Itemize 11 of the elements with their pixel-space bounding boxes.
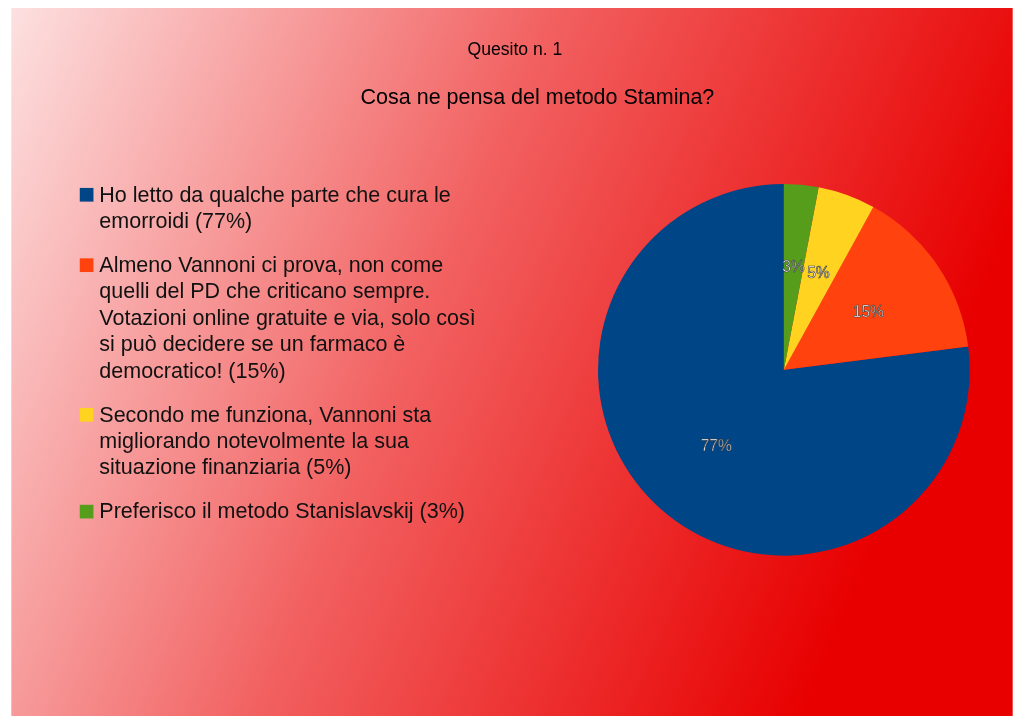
data-label: 77% <box>700 436 733 454</box>
legend-label: Preferisco il metodo Stanislavskij (3%) <box>99 499 465 524</box>
chart-title: Quesito n. 1 <box>467 38 563 59</box>
pie-slice <box>783 207 969 370</box>
pie-slice <box>598 184 970 556</box>
data-label: 15% <box>852 302 885 320</box>
data-label: 5% <box>807 263 830 281</box>
legend-label: Ho letto da qualche parte che cura le emorroidi (77%) <box>99 182 451 234</box>
legend-label: Secondo me funziona, Vannoni sta migliorando notevolmente la sua situazione finanziaria (5%) <box>99 402 432 480</box>
legend-label: Almeno Vannoni ci prova, non come quelli del PD che criticano sempre. Votazioni online gratuite e via, solo così si può decidere se un farmaco è democratico! (15%) <box>99 253 476 383</box>
chart-subtitle: Cosa ne pensa del metodo Stamina? <box>360 84 715 109</box>
